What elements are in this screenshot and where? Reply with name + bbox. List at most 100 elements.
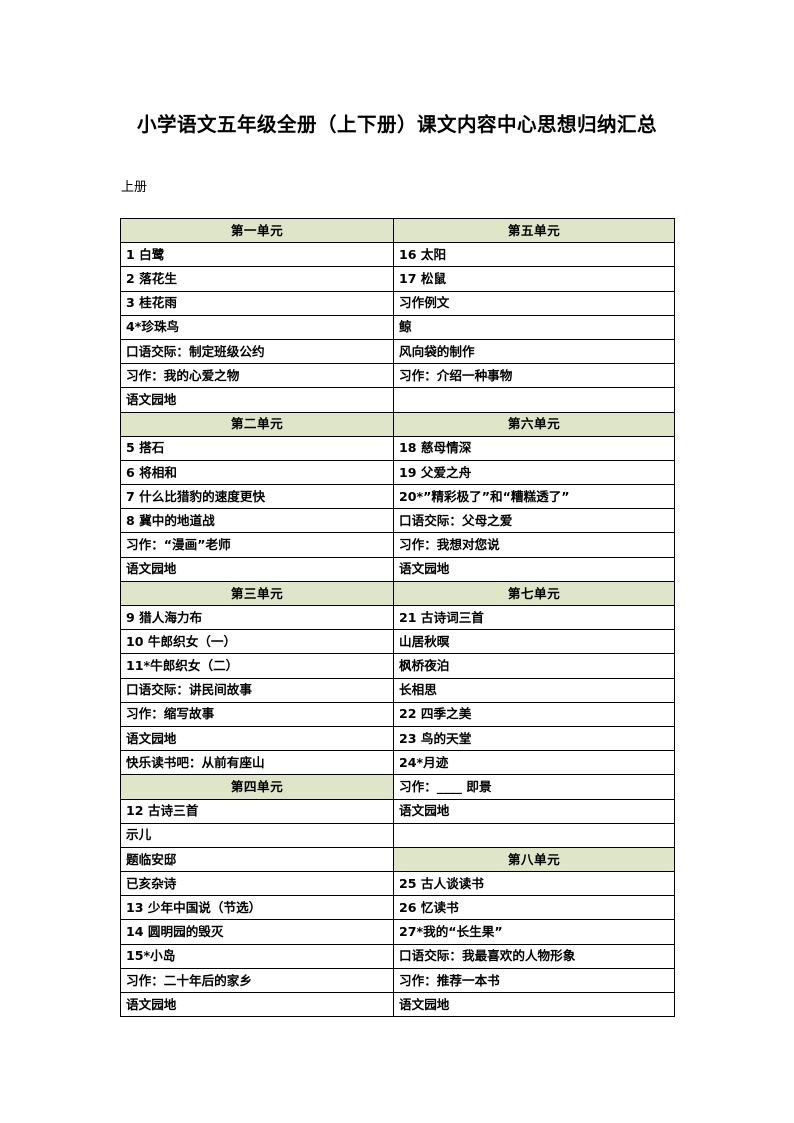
unit-header-cell: 第六单元 bbox=[393, 411, 675, 437]
lesson-cell: 23 鸟的天堂 bbox=[393, 725, 675, 752]
empty-cell bbox=[393, 387, 675, 413]
lesson-cell: 8 冀中的地道战 bbox=[120, 508, 394, 534]
table-row: 13 少年中国说（节选） 26 忆读书 bbox=[120, 895, 675, 921]
lesson-cell: 27*我的“长生果” bbox=[393, 919, 675, 945]
table-row: 语文园地 语文园地 bbox=[120, 556, 675, 582]
lesson-cell: 习作：我想对您说 bbox=[393, 532, 675, 558]
lesson-cell: 习作：我的心爱之物 bbox=[120, 363, 394, 389]
lesson-cell: 5 搭石 bbox=[120, 435, 394, 461]
lesson-cell: 示儿 bbox=[120, 822, 394, 848]
empty-cell bbox=[393, 822, 675, 848]
lesson-cell: 19 父爱之舟 bbox=[393, 459, 675, 486]
table-row: 6 将相和 19 父爱之舟 bbox=[120, 459, 675, 486]
lesson-cell: 9 猎人海力布 bbox=[120, 604, 394, 631]
page-title: 小学语文五年级全册（上下册）课文内容中心思想归纳汇总 bbox=[136, 113, 657, 137]
table-row: 习作：我的心爱之物 习作：介绍一种事物 bbox=[120, 363, 675, 389]
table-row: 习作：缩写故事 22 四季之美 bbox=[120, 701, 675, 727]
lesson-cell: 12 古诗三首 bbox=[120, 798, 394, 824]
lesson-cell: 21 古诗词三首 bbox=[393, 604, 675, 631]
lesson-cell: 25 古人谈读书 bbox=[393, 871, 675, 897]
unit-contents-table: 第一单元 第五单元 1 白鹭 16 太阳 2 落花生 17 松鼠 3 桂花雨 习作例文 4*珍珠… bbox=[120, 217, 675, 1018]
unit-header-cell: 第五单元 bbox=[393, 217, 675, 244]
lesson-cell: 1 白鹭 bbox=[120, 242, 394, 268]
lesson-cell: 习作：介绍一种事物 bbox=[393, 363, 675, 389]
table-row: 第四单元 习作：____ 即景 bbox=[120, 774, 675, 800]
lesson-cell: 语文园地 bbox=[393, 556, 675, 582]
table-row: 示儿 bbox=[120, 822, 675, 848]
unit-header-cell: 第二单元 bbox=[120, 411, 394, 437]
lesson-cell: 语文园地 bbox=[120, 556, 394, 582]
lesson-cell: 16 太阳 bbox=[393, 242, 675, 268]
table-row: 3 桂花雨 习作例文 bbox=[120, 290, 675, 316]
table-row: 口语交际：讲民间故事 长相思 bbox=[120, 677, 675, 703]
table-row: 14 圆明园的毁灭 27*我的“长生果” bbox=[120, 919, 675, 945]
lesson-cell: 语文园地 bbox=[393, 798, 675, 824]
lesson-cell: 习作例文 bbox=[393, 290, 675, 316]
lesson-cell: 口语交际：制定班级公约 bbox=[120, 338, 394, 365]
lesson-cell: 14 圆明园的毁灭 bbox=[120, 919, 394, 945]
lesson-cell: 山居秋暝 bbox=[393, 629, 675, 655]
table-row: 第三单元 第七单元 bbox=[120, 580, 675, 607]
unit-header-cell: 第七单元 bbox=[393, 580, 675, 607]
lesson-cell: 风向袋的制作 bbox=[393, 338, 675, 365]
lesson-cell: 习作：推荐一本书 bbox=[393, 967, 675, 994]
lesson-cell: 习作：“漫画”老师 bbox=[120, 532, 394, 558]
lesson-cell: 口语交际：我最喜欢的人物形象 bbox=[393, 943, 675, 969]
volume-subtitle: 上册 bbox=[121, 180, 148, 195]
lesson-cell: 习作：缩写故事 bbox=[120, 701, 394, 727]
lesson-cell: 4*珍珠鸟 bbox=[120, 314, 394, 340]
lesson-cell: 11*牛郎织女（二） bbox=[120, 653, 394, 679]
lesson-cell: 13 少年中国说（节选） bbox=[120, 895, 394, 921]
lesson-cell: 24*月迹 bbox=[393, 750, 675, 776]
lesson-cell: 快乐读书吧：从前有座山 bbox=[120, 750, 394, 776]
lesson-cell: 22 四季之美 bbox=[393, 701, 675, 727]
lesson-cell: 习作：____ 即景 bbox=[393, 774, 675, 800]
lesson-cell: 26 忆读书 bbox=[393, 895, 675, 921]
lesson-cell: 7 什么比猎豹的速度更快 bbox=[120, 484, 394, 510]
table-row: 语文园地 语文园地 bbox=[120, 991, 675, 1018]
lesson-cell: 10 牛郎织女（一） bbox=[120, 629, 394, 655]
lesson-cell: 口语交际：父母之爱 bbox=[393, 508, 675, 534]
table-row: 习作：二十年后的家乡 习作：推荐一本书 bbox=[120, 967, 675, 994]
unit-header-cell: 第四单元 bbox=[120, 774, 394, 800]
table-row: 第二单元 第六单元 bbox=[120, 411, 675, 437]
table-row: 15*小岛 口语交际：我最喜欢的人物形象 bbox=[120, 943, 675, 969]
lesson-cell: 长相思 bbox=[393, 677, 675, 703]
lesson-cell: 已亥杂诗 bbox=[120, 871, 394, 897]
lesson-cell: 语文园地 bbox=[393, 991, 675, 1018]
table-row: 8 冀中的地道战 口语交际：父母之爱 bbox=[120, 508, 675, 534]
table-row: 11*牛郎织女（二） 枫桥夜泊 bbox=[120, 653, 675, 679]
lesson-cell: 18 慈母情深 bbox=[393, 435, 675, 461]
table-row: 口语交际：制定班级公约 风向袋的制作 bbox=[120, 338, 675, 365]
table-row: 4*珍珠鸟鲸 bbox=[120, 314, 675, 340]
lesson-cell: 枫桥夜泊 bbox=[393, 653, 675, 679]
unit-contents-table-body: 第一单元 第五单元 1 白鹭 16 太阳 2 落花生 17 松鼠 3 桂花雨 习作例文 4*珍珠… bbox=[120, 217, 675, 1018]
unit-header-cell: 第三单元 bbox=[120, 580, 394, 607]
unit-header-cell: 第八单元 bbox=[393, 846, 675, 873]
table-row: 1 白鹭 16 太阳 bbox=[120, 242, 675, 268]
table-row: 10 牛郎织女（一） 山居秋暝 bbox=[120, 629, 675, 655]
lesson-cell: 20*”精彩极了”和“糟糕透了” bbox=[393, 484, 675, 510]
table-row: 5 搭石 18 慈母情深 bbox=[120, 435, 675, 461]
lesson-cell: 语文园地 bbox=[120, 725, 394, 752]
lesson-cell: 口语交际：讲民间故事 bbox=[120, 677, 394, 703]
table-row: 第一单元 第五单元 bbox=[120, 217, 675, 244]
table-row: 快乐读书吧：从前有座山 24*月迹 bbox=[120, 750, 675, 776]
lesson-cell: 题临安邸 bbox=[120, 846, 394, 873]
table-row: 已亥杂诗 25 古人谈读书 bbox=[120, 871, 675, 897]
lesson-cell: 2 落花生 bbox=[120, 266, 394, 292]
lesson-cell: 17 松鼠 bbox=[393, 266, 675, 292]
table-row: 语文园地 bbox=[120, 387, 675, 413]
lesson-cell: 15*小岛 bbox=[120, 943, 394, 969]
lesson-cell: 语文园地 bbox=[120, 991, 394, 1018]
unit-header-cell: 第一单元 bbox=[120, 217, 394, 244]
lesson-cell: 语文园地 bbox=[120, 387, 394, 413]
table-row: 题临安邸 第八单元 bbox=[120, 846, 675, 873]
table-row: 9 猎人海力布 21 古诗词三首 bbox=[120, 604, 675, 631]
table-row: 12 古诗三首 语文园地 bbox=[120, 798, 675, 824]
table-row: 习作：“漫画”老师 习作：我想对您说 bbox=[120, 532, 675, 558]
lesson-cell: 鲸 bbox=[393, 314, 675, 340]
table-row: 语文园地 23 鸟的天堂 bbox=[120, 725, 675, 752]
lesson-cell: 3 桂花雨 bbox=[120, 290, 394, 316]
